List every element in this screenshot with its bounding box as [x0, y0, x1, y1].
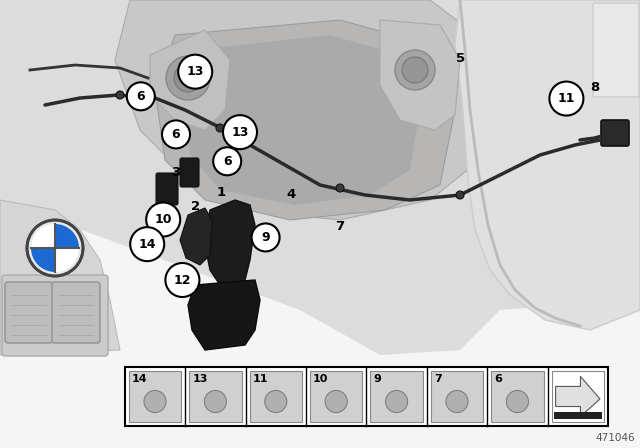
- Polygon shape: [0, 0, 640, 355]
- Text: 12: 12: [173, 273, 191, 287]
- Polygon shape: [380, 20, 460, 130]
- Circle shape: [549, 82, 584, 116]
- Circle shape: [213, 147, 241, 175]
- Circle shape: [325, 391, 348, 413]
- Bar: [431, 371, 483, 422]
- Text: 11: 11: [557, 92, 575, 105]
- FancyBboxPatch shape: [5, 282, 53, 343]
- Text: 10: 10: [313, 375, 328, 384]
- Circle shape: [27, 220, 83, 276]
- Text: 8: 8: [591, 81, 600, 94]
- Text: 14: 14: [138, 237, 156, 251]
- FancyBboxPatch shape: [601, 120, 629, 146]
- Polygon shape: [0, 200, 120, 355]
- Polygon shape: [556, 376, 600, 417]
- Bar: [371, 371, 423, 422]
- Text: 7: 7: [335, 220, 344, 233]
- FancyBboxPatch shape: [180, 158, 199, 187]
- Circle shape: [456, 191, 464, 199]
- Text: 4: 4: [287, 188, 296, 202]
- Circle shape: [116, 91, 124, 99]
- Circle shape: [265, 391, 287, 413]
- Circle shape: [146, 202, 180, 237]
- Text: 9: 9: [261, 231, 270, 244]
- Polygon shape: [115, 0, 490, 220]
- Polygon shape: [205, 200, 255, 290]
- Text: 6: 6: [223, 155, 232, 168]
- Circle shape: [252, 224, 280, 251]
- Text: 2: 2: [191, 199, 200, 213]
- Wedge shape: [55, 224, 79, 248]
- Bar: [310, 371, 362, 422]
- Circle shape: [446, 391, 468, 413]
- Text: 1: 1: [216, 186, 225, 199]
- Circle shape: [165, 263, 200, 297]
- Wedge shape: [55, 248, 79, 272]
- Text: 6: 6: [494, 375, 502, 384]
- Circle shape: [216, 124, 224, 132]
- Text: 14: 14: [132, 375, 147, 384]
- Text: 10: 10: [154, 213, 172, 226]
- Bar: [125, 367, 608, 426]
- Polygon shape: [455, 0, 640, 330]
- Polygon shape: [188, 280, 260, 350]
- Circle shape: [395, 50, 435, 90]
- Circle shape: [130, 227, 164, 261]
- Circle shape: [506, 391, 529, 413]
- Circle shape: [166, 56, 210, 100]
- Wedge shape: [31, 224, 55, 248]
- FancyBboxPatch shape: [52, 282, 100, 343]
- Circle shape: [402, 57, 428, 83]
- Circle shape: [174, 64, 202, 92]
- Polygon shape: [182, 35, 420, 205]
- Bar: [554, 412, 602, 419]
- Circle shape: [178, 55, 212, 89]
- Text: 13: 13: [192, 375, 207, 384]
- Circle shape: [127, 82, 155, 110]
- Circle shape: [144, 391, 166, 413]
- Circle shape: [223, 115, 257, 149]
- Text: 6: 6: [136, 90, 145, 103]
- Text: 7: 7: [434, 375, 442, 384]
- Text: 5: 5: [456, 52, 465, 65]
- Wedge shape: [31, 248, 55, 272]
- Text: 11: 11: [253, 375, 268, 384]
- Polygon shape: [150, 30, 230, 130]
- Bar: [492, 371, 543, 422]
- Circle shape: [385, 391, 408, 413]
- Text: 471046: 471046: [595, 433, 635, 443]
- Text: 3: 3: [172, 166, 180, 179]
- Polygon shape: [180, 208, 212, 265]
- FancyBboxPatch shape: [593, 3, 639, 97]
- Bar: [129, 371, 181, 422]
- Circle shape: [162, 121, 190, 148]
- Bar: [552, 371, 604, 422]
- FancyBboxPatch shape: [156, 173, 178, 205]
- Bar: [250, 371, 302, 422]
- Bar: [189, 371, 242, 422]
- Circle shape: [336, 184, 344, 192]
- FancyBboxPatch shape: [2, 275, 108, 356]
- Circle shape: [204, 391, 227, 413]
- Text: 6: 6: [172, 128, 180, 141]
- Text: 9: 9: [373, 375, 381, 384]
- Text: 13: 13: [186, 65, 204, 78]
- Text: 13: 13: [231, 125, 249, 139]
- Polygon shape: [155, 20, 455, 220]
